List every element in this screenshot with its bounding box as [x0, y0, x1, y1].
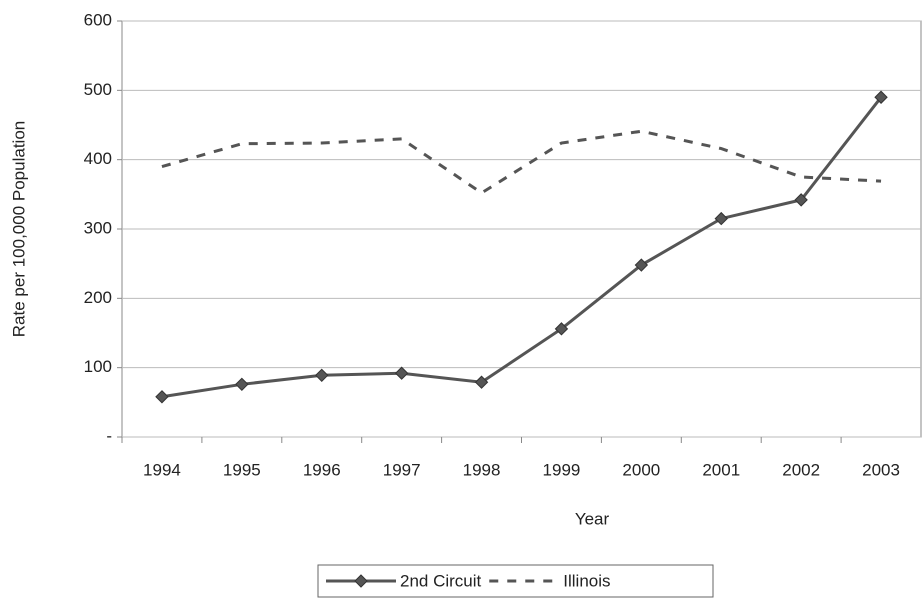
x-tick-label: 1994 [143, 460, 181, 479]
marker [714, 211, 728, 226]
y-tick-label: 200 [84, 288, 112, 307]
x-axis-label: Year [575, 509, 610, 528]
marker [634, 258, 649, 272]
marker [394, 366, 409, 380]
y-axis-label: Rate per 100,000 Population [9, 121, 28, 337]
marker [474, 375, 489, 389]
legend-marker [354, 574, 368, 588]
y-tick-label: 100 [84, 357, 112, 376]
marker [794, 193, 808, 207]
x-tick-label: 1995 [223, 460, 261, 479]
x-tick-label: 2003 [862, 460, 900, 479]
legend-label: 2nd Circuit [400, 571, 482, 590]
x-tick-label: 1998 [463, 460, 501, 479]
marker [554, 322, 569, 336]
y-tick-label: 300 [84, 218, 112, 237]
marker [315, 368, 329, 383]
x-tick-label: 2001 [702, 460, 740, 479]
legend-label: Illinois [563, 571, 610, 590]
series-line [161, 96, 883, 399]
y-tick-label: 600 [84, 10, 112, 29]
marker [235, 377, 249, 392]
x-tick-label: 1997 [383, 460, 421, 479]
x-tick-label: 2000 [622, 460, 660, 479]
x-tick-label: 2002 [782, 460, 820, 479]
y-tick-label: 500 [84, 80, 112, 99]
series-line [161, 129, 882, 195]
y-tick-label: 400 [84, 149, 112, 168]
y-tick-label: - [106, 426, 112, 445]
marker [155, 390, 169, 404]
x-tick-label: 1996 [303, 460, 341, 479]
marker [874, 90, 888, 104]
x-tick-label: 1999 [543, 460, 581, 479]
